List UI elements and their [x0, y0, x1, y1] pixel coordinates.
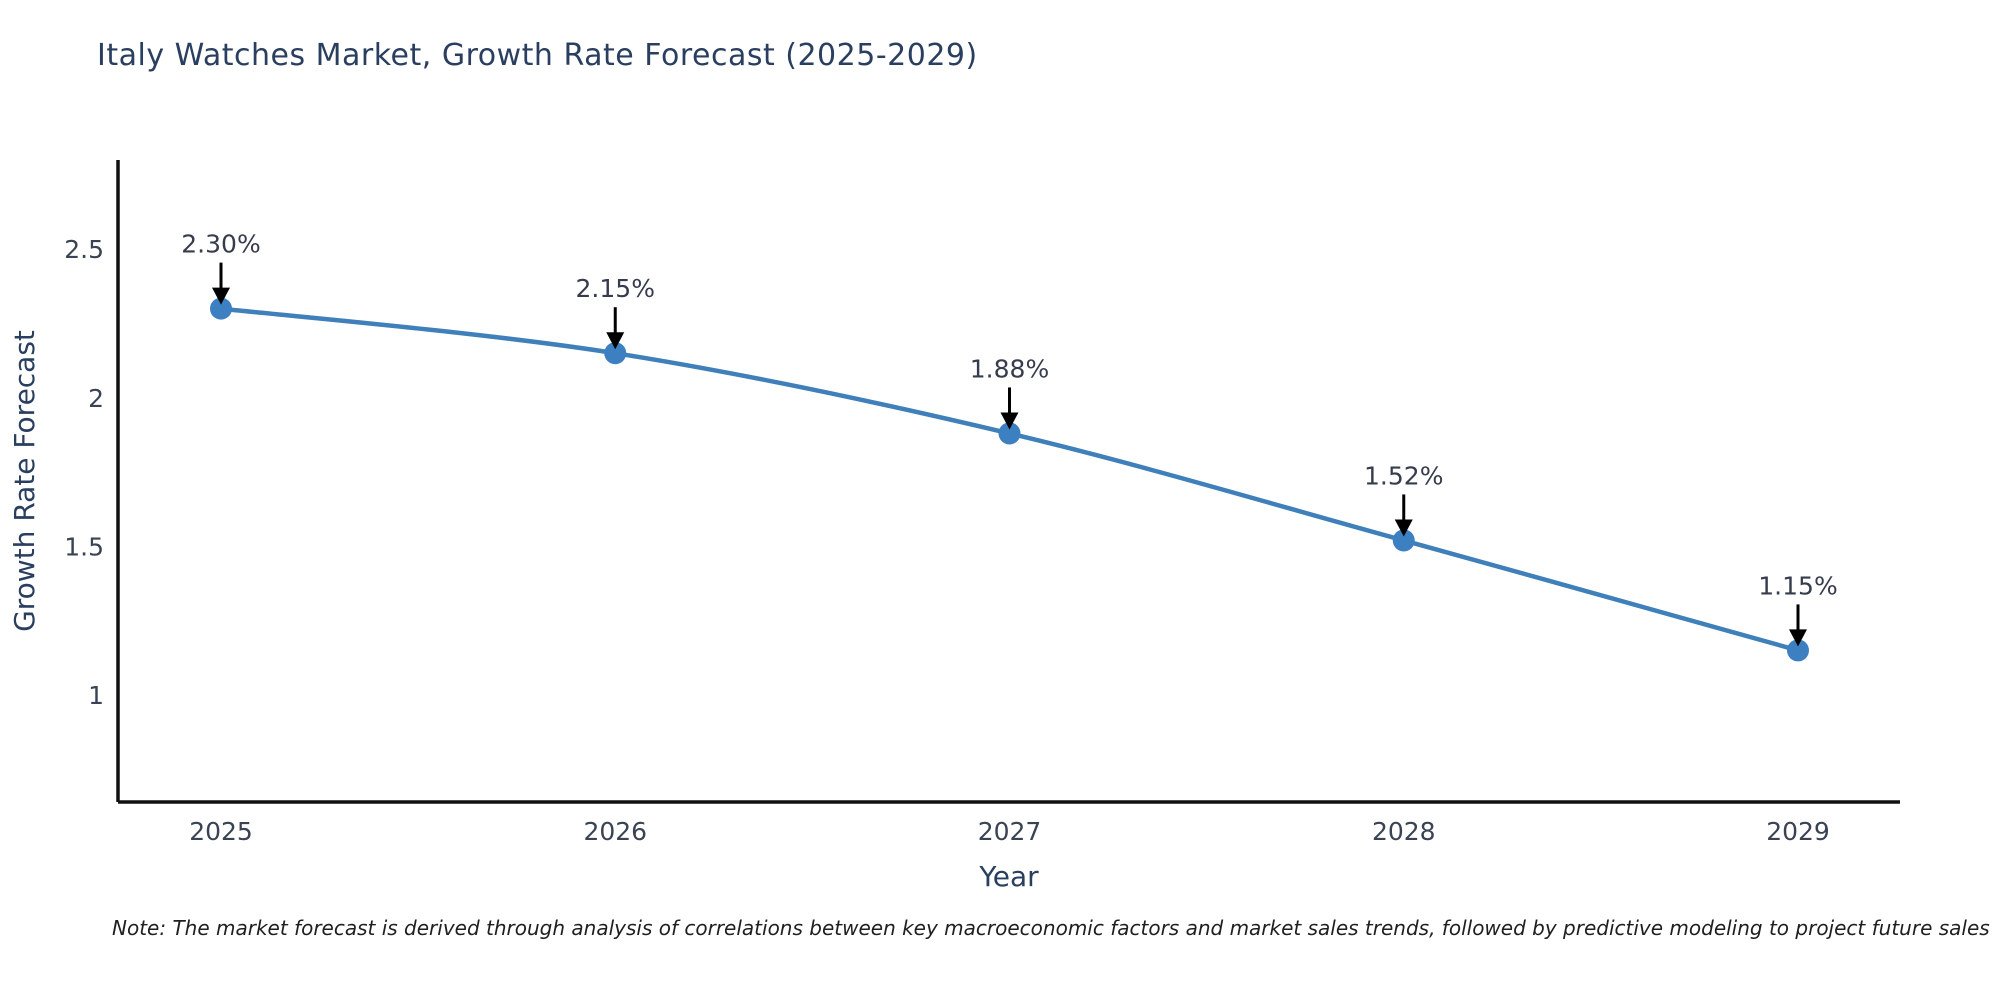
- data-point-marker: [1392, 529, 1415, 552]
- y-tick-label: 1: [88, 681, 104, 710]
- annotation-arrow-head: [606, 332, 625, 350]
- annotation-arrow-head: [1000, 412, 1019, 430]
- annotation-arrow-head: [212, 287, 230, 305]
- data-point-label: 2.30%: [181, 230, 260, 259]
- data-point-label: 1.52%: [1364, 461, 1443, 490]
- data-point-marker: [1787, 639, 1809, 662]
- chart-title: Italy Watches Market, Growth Rate Foreca…: [97, 38, 978, 73]
- x-axis-title: Year: [978, 860, 1039, 893]
- x-tick-label: 2029: [1766, 817, 1830, 846]
- annotation-arrow-head: [1394, 519, 1413, 537]
- x-tick-label: 2025: [189, 817, 253, 846]
- data-point-label: 1.88%: [970, 354, 1049, 383]
- data-point-label: 2.15%: [576, 274, 655, 303]
- data-point-label: 1.15%: [1758, 571, 1837, 600]
- data-point-marker: [210, 297, 232, 320]
- y-tick-label: 2: [88, 384, 104, 413]
- x-tick-label: 2026: [583, 817, 647, 846]
- y-axis-title: Growth Rate Forecast: [8, 330, 41, 632]
- annotation-arrow-head: [1789, 629, 1807, 647]
- y-tick-label: 2.5: [64, 235, 104, 264]
- x-tick-label: 2028: [1372, 817, 1436, 846]
- data-point-marker: [998, 422, 1021, 445]
- data-point-marker: [604, 342, 627, 365]
- x-tick-label: 2027: [978, 817, 1042, 846]
- y-tick-label: 1.5: [64, 532, 104, 561]
- chart-footnote: Note: The market forecast is derived thr…: [112, 916, 1990, 940]
